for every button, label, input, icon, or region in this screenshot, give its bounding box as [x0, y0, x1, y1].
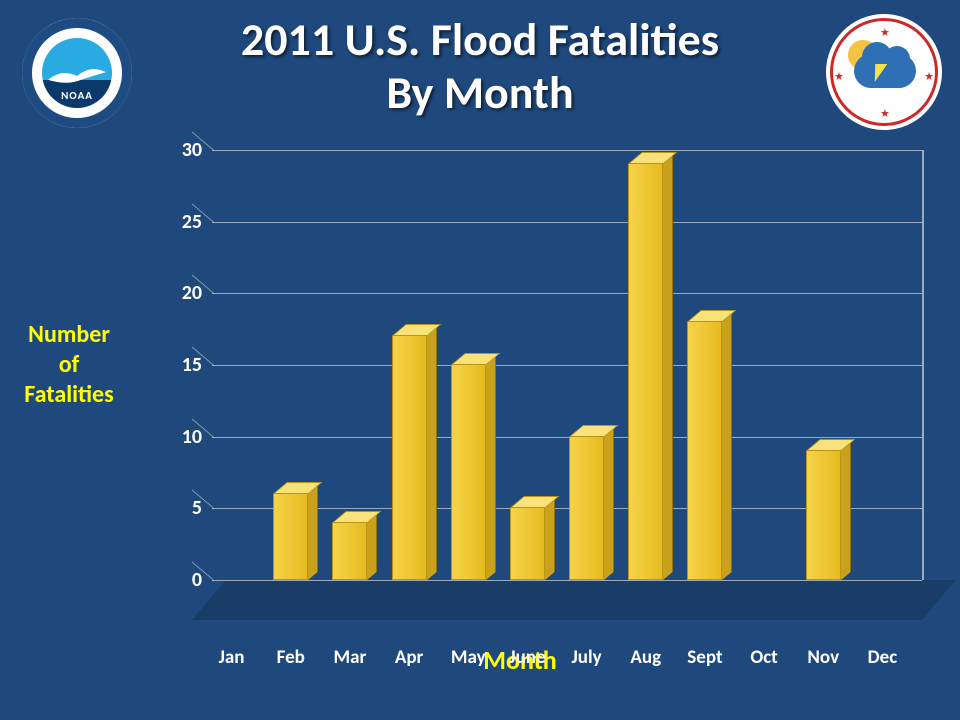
- x-tick-label: Mar: [334, 646, 367, 669]
- bar-face: [569, 437, 604, 580]
- bar-side: [367, 514, 377, 580]
- gridline: [212, 580, 922, 581]
- bar-side: [545, 500, 555, 580]
- x-tick-label: Dec: [868, 646, 898, 669]
- bars-container: [192, 150, 922, 580]
- star-icon: ★: [880, 26, 890, 39]
- star-icon: ★: [880, 107, 890, 120]
- nws-logo-icon: ★ ★ ★ ★: [826, 14, 942, 130]
- bar-side: [604, 428, 614, 580]
- chart-title: 2011 U.S. Flood Fatalities By Month: [0, 14, 960, 120]
- chart-rightwall: [922, 150, 924, 580]
- bar-side: [663, 156, 673, 580]
- x-tick-label: Oct: [750, 646, 777, 669]
- star-icon: ★: [924, 70, 934, 83]
- x-tick-label: Jan: [219, 646, 245, 669]
- plot-area: 051015202530: [192, 150, 922, 620]
- bar-face: [392, 336, 427, 580]
- noaa-logo-icon: NOAA: [22, 18, 132, 128]
- noaa-abbr: NOAA: [22, 89, 132, 102]
- bar-face: [687, 322, 722, 580]
- x-tick-label: Aug: [630, 646, 661, 669]
- bar-face: [451, 365, 486, 580]
- bar-side: [427, 328, 437, 580]
- bar-face: [628, 164, 663, 580]
- x-tick-label: Feb: [277, 646, 305, 669]
- title-line-1: 2011 U.S. Flood Fatalities: [0, 14, 960, 67]
- x-tick-label: June: [509, 646, 545, 669]
- noaa-ring-icon: [22, 18, 132, 128]
- title-line-2: By Month: [0, 67, 960, 120]
- bar-face: [510, 508, 545, 580]
- x-tick-label: July: [572, 646, 602, 669]
- chart-floor: [192, 580, 956, 620]
- y-axis-label: Number of Fatalities: [4, 320, 134, 410]
- bar-side: [308, 485, 318, 580]
- bar-face: [806, 451, 841, 580]
- ylabel-line: of: [4, 350, 134, 380]
- bar-side: [841, 442, 851, 580]
- ylabel-line: Fatalities: [4, 380, 134, 410]
- ylabel-line: Number: [4, 320, 134, 350]
- bar-face: [273, 494, 308, 580]
- cloud-icon: [854, 54, 916, 88]
- bar-side: [722, 313, 732, 580]
- x-tick-label: Sept: [687, 646, 722, 669]
- x-tick-label: Apr: [395, 646, 423, 669]
- bar-face: [332, 523, 367, 580]
- x-tick-label: May: [451, 646, 486, 669]
- bar-chart: 051015202530 Month JanFebMarAprMayJuneJu…: [150, 140, 940, 680]
- star-icon: ★: [834, 70, 844, 83]
- x-tick-label: Nov: [807, 646, 839, 669]
- bar-side: [486, 356, 496, 580]
